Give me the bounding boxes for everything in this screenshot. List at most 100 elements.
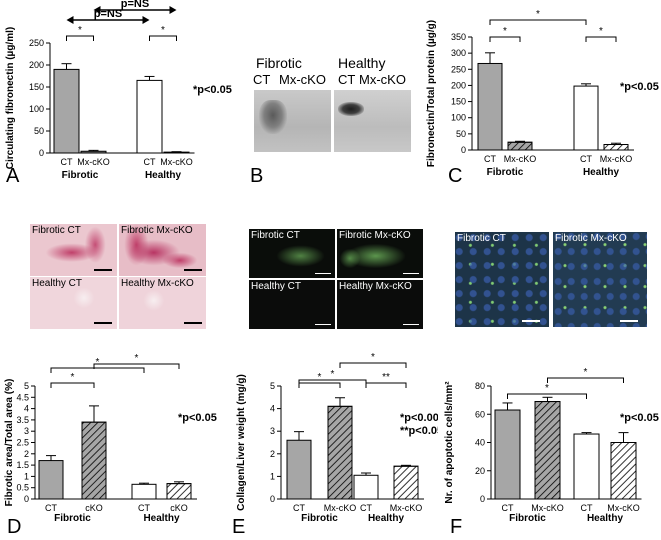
y-tick-label: 250 xyxy=(29,38,44,48)
y-tick-label: 5 xyxy=(24,381,29,391)
y-tick-label: 60 xyxy=(475,409,485,419)
scale-bar xyxy=(522,320,540,322)
x-tick-label: CT xyxy=(61,157,73,167)
group-label: Fibrotic xyxy=(487,167,524,178)
significance-bracket xyxy=(298,382,341,388)
x-tick-label: Mx-cKO xyxy=(160,157,193,167)
collagen-if-micrographs: Fibrotic CT Fibrotic Mx-cKO Healthy CT H… xyxy=(249,229,423,329)
y-tick-label: 250 xyxy=(451,64,466,74)
significance-bracket xyxy=(507,393,587,399)
significance-label: * xyxy=(599,26,603,37)
y-tick-label: 0 xyxy=(461,145,466,155)
panel-letter-b: B xyxy=(250,165,264,187)
chart-f: 0 20 40 60 80 Nr. of apoptotic cells/mm² CT Mx-… xyxy=(444,367,659,524)
arrow-head xyxy=(169,6,177,14)
y-axis-label: Fibrotic area/Total area (%) xyxy=(4,379,15,507)
significance-label: * xyxy=(545,383,549,394)
micrograph-label: Fibrotic Mx-cKO xyxy=(339,230,411,241)
y-tick-label: 350 xyxy=(451,32,466,42)
significance-bracket xyxy=(339,362,407,368)
panel-letter-f: F xyxy=(450,516,463,538)
y-tick-label: 1.5 xyxy=(16,460,29,470)
significance-label: * xyxy=(161,25,165,36)
scale-bar xyxy=(94,322,112,324)
x-tick-label: Mx-cKO xyxy=(607,503,640,513)
y-tick-label: 4 xyxy=(270,404,275,414)
scale-bar xyxy=(403,324,419,325)
significance-label: * xyxy=(371,352,375,363)
significance-label: * xyxy=(78,25,82,36)
scale-bar xyxy=(184,322,202,324)
group-label: Healthy xyxy=(368,513,405,524)
bar-hatch xyxy=(534,401,561,500)
micrograph-fibrotic-mx-cko: Fibrotic Mx-cKO xyxy=(337,229,423,278)
significance-bracket xyxy=(149,35,177,41)
arrow-head xyxy=(66,16,74,24)
bar xyxy=(494,409,521,500)
x-tick-label: Mx-cKO xyxy=(324,503,357,513)
arrow-head xyxy=(142,16,150,24)
x-tick-label: CT xyxy=(45,503,57,513)
micrograph-fibrotic-ct: Fibrotic CT xyxy=(455,232,549,327)
significance-label: * xyxy=(96,357,100,368)
y-tick-label: 0.5 xyxy=(16,483,29,493)
y-tick-label: 100 xyxy=(29,104,44,114)
y-tick-label: 50 xyxy=(456,129,466,139)
bar xyxy=(353,474,379,500)
y-axis-label: Fibronectin/Total protein (µg/g) xyxy=(426,20,437,167)
blot-panel: Fibrotic Healthy CT Mx-cKO CT Mx-cKO xyxy=(248,55,423,155)
y-tick-label: 40 xyxy=(475,438,485,448)
blot-lane-label: CT xyxy=(253,72,271,87)
blot-band xyxy=(259,100,287,134)
bar-hatch xyxy=(507,141,533,151)
blot-image-fibrotic xyxy=(254,90,331,152)
panel-letter-a: A xyxy=(6,165,20,187)
group-label: Fibrotic xyxy=(62,170,99,181)
x-tick-label: CT xyxy=(580,154,592,164)
significance-bracket xyxy=(489,36,521,42)
micrograph-label: Healthy Mx-cKO xyxy=(339,281,412,292)
micrograph-healthy-ct: Healthy CT xyxy=(249,280,335,329)
comparison-label: p=NS xyxy=(94,8,122,20)
y-tick-label: 2 xyxy=(270,449,275,459)
scale-bar xyxy=(184,269,202,271)
y-tick-label: 0 xyxy=(480,494,485,504)
bar-hatch xyxy=(327,405,353,500)
group-label: Fibrotic xyxy=(301,513,338,524)
bar-hatch xyxy=(393,465,419,500)
group-label: Fibrotic xyxy=(509,513,546,524)
x-tick-label: CT xyxy=(484,154,496,164)
micrograph-label: Fibrotic CT xyxy=(457,233,506,244)
significance-label: * xyxy=(536,9,540,20)
chart-a: 0 50 100 150 200 250 Circulating fibronectin (… xyxy=(5,0,232,181)
y-tick-label: 1 xyxy=(270,471,275,481)
blot-band xyxy=(338,102,364,116)
micrograph-label: Healthy CT xyxy=(32,278,83,289)
p-value-note: *p<0.05 xyxy=(178,412,217,424)
y-axis-label: Circulating fibronectin (µg/ml) xyxy=(5,27,16,169)
p-value-note: *p<0.05 xyxy=(620,81,659,93)
bar xyxy=(573,85,599,151)
y-tick-label: 3 xyxy=(270,426,275,436)
x-tick-label: CT xyxy=(502,503,514,513)
micrograph-label: Fibrotic Mx-cKO xyxy=(121,225,193,236)
x-tick-label: CT xyxy=(293,503,305,513)
significance-bracket xyxy=(547,377,624,383)
y-tick-label: 50 xyxy=(34,126,44,136)
micrograph-label: Fibrotic Mx-cKO xyxy=(555,233,627,244)
significance-label: * xyxy=(135,353,139,364)
scale-bar xyxy=(620,320,638,322)
scale-bar xyxy=(315,273,331,274)
significance-label: * xyxy=(584,367,588,378)
group-label: Healthy xyxy=(583,167,620,178)
blot-lane-label: Mx-cKO xyxy=(279,72,326,87)
bar xyxy=(80,150,107,154)
p-value-note: *p<0.05 xyxy=(620,412,659,424)
bar-hatch xyxy=(603,144,629,151)
group-label: Healthy xyxy=(145,170,182,181)
y-axis-label: Collagen/Liver weight (mg/g) xyxy=(236,374,247,511)
y-axis-label: Nr. of apoptotic cells/mm² xyxy=(444,381,455,504)
x-tick-label: Mx-cKO xyxy=(390,503,423,513)
panel-letter-e: E xyxy=(232,516,246,538)
